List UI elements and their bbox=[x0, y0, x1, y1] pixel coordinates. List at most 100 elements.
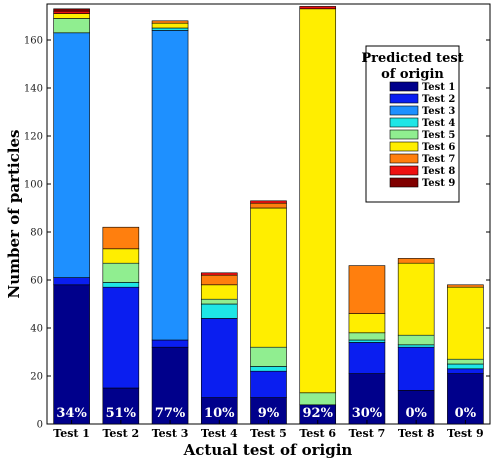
bar-segment bbox=[200, 303, 238, 319]
bar-segment bbox=[151, 339, 189, 348]
bar-segment bbox=[447, 368, 484, 374]
x-tick-label: Test 4 bbox=[201, 427, 238, 440]
legend-swatch bbox=[389, 129, 419, 140]
x-axis: Test 1 Test 2 Test 3 Test 4 Test 5 Test 6 Test… bbox=[53, 420, 484, 440]
bar-segment bbox=[397, 334, 435, 346]
legend-title: of origin bbox=[381, 67, 444, 82]
bar-segment bbox=[102, 226, 140, 250]
bar-segment bbox=[299, 6, 337, 10]
y-axis: 0 20 40 60 80 100 120 140 160 bbox=[24, 36, 490, 431]
percent-label: 0% bbox=[455, 406, 477, 421]
legend-swatch bbox=[389, 105, 419, 116]
percent-label: 0% bbox=[405, 406, 427, 421]
bar-segment bbox=[102, 262, 140, 283]
bar-segment bbox=[151, 20, 189, 24]
x-tick-label: Test 5 bbox=[250, 427, 287, 440]
x-tick-label: Test 2 bbox=[102, 427, 139, 440]
bar-segment bbox=[200, 318, 238, 398]
bar-stack-6 bbox=[299, 6, 337, 425]
legend-label: Test 1 bbox=[422, 82, 455, 93]
bar-stack-4 bbox=[200, 272, 238, 425]
bar-segment bbox=[447, 373, 484, 425]
y-tick-label: 20 bbox=[30, 372, 43, 383]
bar-segment bbox=[102, 248, 140, 264]
percent-labels: 34% 51% 77% 10% 9% 92% 30% 0% 0% bbox=[56, 406, 476, 421]
y-tick-label: 140 bbox=[24, 84, 43, 95]
bar-segment bbox=[53, 8, 90, 12]
y-tick-label: 120 bbox=[24, 132, 43, 143]
bars-layer bbox=[53, 6, 484, 425]
y-tick-label: 40 bbox=[30, 324, 43, 335]
bar-segment bbox=[53, 18, 90, 34]
bar-segment bbox=[348, 339, 386, 343]
bar-stack-3 bbox=[151, 20, 189, 425]
bar-segment bbox=[250, 346, 287, 367]
legend-label: Test 5 bbox=[422, 130, 455, 141]
bar-segment bbox=[53, 13, 90, 19]
bar-stack-5 bbox=[250, 200, 287, 425]
legend-swatch bbox=[389, 177, 419, 188]
bar-stack-2 bbox=[102, 226, 140, 425]
y-tick-label: 100 bbox=[24, 180, 43, 191]
x-tick-label: Test 7 bbox=[349, 427, 386, 440]
bar-segment bbox=[53, 284, 90, 425]
y-tick-label: 80 bbox=[30, 228, 43, 239]
percent-label: 10% bbox=[204, 406, 235, 421]
bar-segment bbox=[53, 10, 90, 14]
bar-segment bbox=[299, 392, 337, 406]
y-axis-title: Number of particles bbox=[5, 130, 23, 299]
bar-segment bbox=[151, 30, 189, 341]
bar-segment bbox=[447, 363, 484, 370]
bar-segment bbox=[348, 373, 386, 425]
legend-swatch bbox=[389, 81, 419, 92]
percent-label: 51% bbox=[106, 406, 137, 421]
bar-segment bbox=[250, 397, 287, 425]
bar-segment bbox=[397, 344, 435, 348]
bar-segment bbox=[299, 8, 337, 394]
bar-stack-1 bbox=[53, 8, 90, 425]
x-tick-label: Test 8 bbox=[398, 427, 435, 440]
bar-segment bbox=[397, 346, 435, 391]
y-tick-label: 160 bbox=[24, 36, 43, 47]
x-axis-title: Actual test of origin bbox=[183, 441, 353, 459]
legend-swatch bbox=[389, 153, 419, 164]
legend-title: Predicted test bbox=[361, 51, 463, 66]
legend-label: Test 7 bbox=[422, 154, 455, 165]
bar-segment bbox=[348, 332, 386, 341]
bar-segment bbox=[348, 313, 386, 334]
x-tick-label: Test 6 bbox=[299, 427, 336, 440]
legend-swatch bbox=[389, 93, 419, 104]
legend-label: Test 9 bbox=[422, 178, 455, 189]
bar-segment bbox=[250, 366, 287, 372]
legend-label: Test 3 bbox=[422, 106, 455, 117]
percent-label: 92% bbox=[302, 406, 333, 421]
bar-segment bbox=[102, 387, 140, 425]
bar-segment bbox=[200, 272, 238, 276]
bar-segment bbox=[53, 32, 90, 278]
bar-stack-9 bbox=[447, 284, 484, 425]
bar-segment bbox=[397, 390, 435, 425]
percent-label: 9% bbox=[258, 406, 280, 421]
bar-segment bbox=[53, 277, 90, 286]
legend-label: Test 6 bbox=[422, 142, 455, 153]
bar-segment bbox=[200, 298, 238, 305]
percent-label: 34% bbox=[56, 406, 87, 421]
bar-segment bbox=[348, 265, 386, 314]
bar-segment bbox=[397, 262, 435, 336]
y-tick-label: 60 bbox=[30, 276, 43, 287]
bar-segment bbox=[151, 27, 189, 31]
x-tick-label: Test 1 bbox=[53, 427, 90, 440]
percent-label: 30% bbox=[352, 406, 383, 421]
bar-segment bbox=[348, 342, 386, 374]
bar-segment bbox=[447, 284, 484, 288]
x-tick-label: Test 9 bbox=[447, 427, 484, 440]
legend-label: Test 4 bbox=[422, 118, 455, 129]
bar-segment bbox=[447, 286, 484, 360]
bar-segment bbox=[447, 358, 484, 365]
bar-segment bbox=[200, 274, 238, 286]
bar-segment bbox=[250, 202, 287, 209]
percent-label: 77% bbox=[155, 406, 186, 421]
bar-segment bbox=[102, 286, 140, 389]
